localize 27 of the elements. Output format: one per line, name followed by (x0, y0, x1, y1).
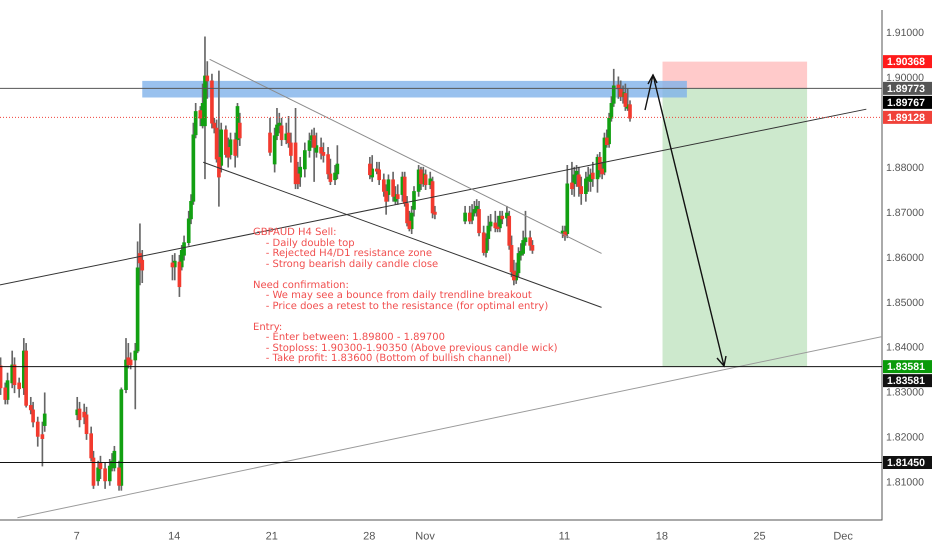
y-tick-label: 1.85000 (886, 296, 924, 309)
x-tick-label: 14 (168, 530, 180, 543)
text: GBPAUD H4 Sell: - Daily double top - Rejected H4/D1 resistance zone - Strong bearish daily candle close Need confirmation: - We may see a bounce from daily trendline breakout - Price does a retest to the resistance (for optimal entry) Entry: - Enter between: 1.89800 - 1.89700 - Stoploss: 1.90300-1.90350 (Above previous candle wick) - Take profit: 1.83600 (Bottom of bullish channel) (253, 227, 558, 364)
y-tick-label: 1.90000 (886, 72, 924, 84)
y-tick-label: 1.86000 (886, 252, 924, 264)
y-tick-label: 1.83000 (886, 386, 924, 399)
text: 1.90368 (887, 56, 926, 68)
ref-line-label: 1.89128 (887, 112, 926, 124)
ref-line-label: 1.81450 (887, 456, 926, 469)
x-tick-label: Dec (833, 530, 854, 543)
y-tick-label: 1.81000 (886, 476, 924, 489)
y-tick-label: 1.88000 (886, 162, 924, 174)
x-tick-label: 11 (558, 530, 570, 543)
ref-line-label: 1.83581 (887, 375, 926, 388)
x-tick-label: Nov (415, 530, 436, 543)
ref-line-label: 1.89773 (887, 82, 926, 95)
y-tick-label: 1.82000 (886, 432, 924, 444)
y-tick-label: 1.91000 (886, 27, 924, 40)
text: 1.89767 (887, 96, 926, 109)
text: 1.83581 (887, 361, 926, 374)
x-tick-label: 7 (74, 530, 80, 543)
x-tick-label: 18 (656, 530, 668, 543)
x-tick-label: 25 (753, 530, 766, 543)
x-tick-label: 21 (266, 530, 278, 543)
x-tick-label: 28 (363, 530, 376, 543)
y-tick-label: 1.84000 (886, 342, 924, 354)
y-tick-label: 1.87000 (886, 206, 924, 219)
